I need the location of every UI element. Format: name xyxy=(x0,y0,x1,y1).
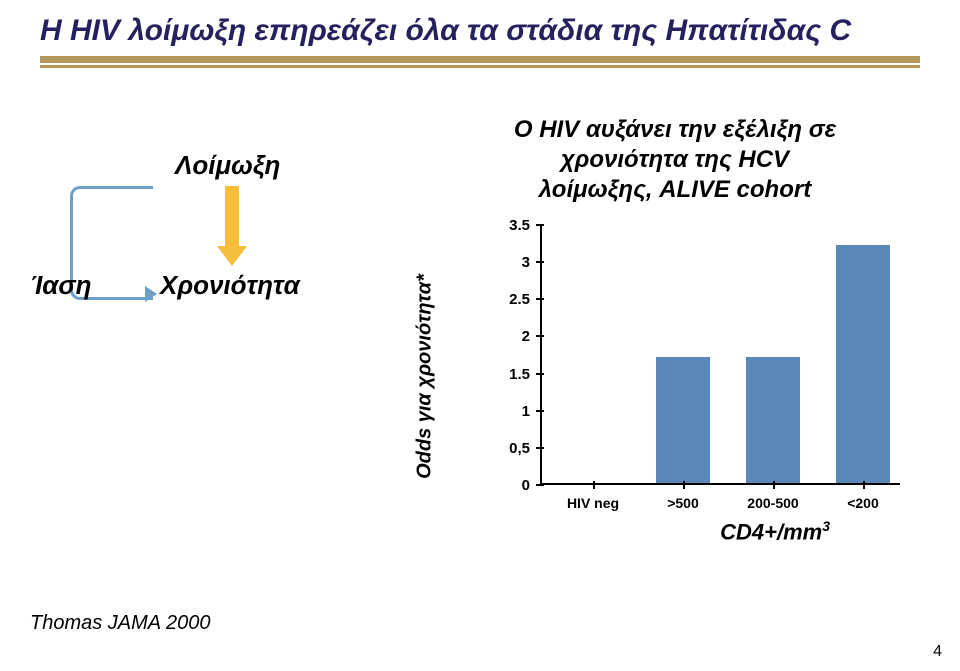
ytick-label: 3.5 xyxy=(494,217,530,234)
chart-xaxis-title: CD4+/mm3 xyxy=(720,518,830,545)
ytick-label: 1.5 xyxy=(494,366,530,383)
concept-diagram: Λοίμωξη Ίαση Χρονιότητα xyxy=(30,140,410,400)
chart-bar xyxy=(566,409,620,483)
chart-bar xyxy=(746,357,800,483)
ytick-label: 0 xyxy=(494,477,530,494)
uturn-arrowhead-icon xyxy=(145,286,157,302)
xtick-label: >500 xyxy=(642,495,724,511)
arrow-down-head-icon xyxy=(217,246,247,266)
ytick-label: 3 xyxy=(494,254,530,271)
page-number: 4 xyxy=(933,643,942,661)
chart-title-line3: λοίμωξης, ALIVE cohort xyxy=(539,176,811,203)
chart-plot-area: 00,511.522.533.5HIV neg>500200-500<200 xyxy=(490,215,900,515)
label-infection: Λοίμωξη xyxy=(175,150,280,181)
ytick-label: 2 xyxy=(494,328,530,345)
chart-title-line1: Ο HIV αυξάνει την εξέλιξη σε xyxy=(514,116,836,143)
ytick-label: 0,5 xyxy=(494,440,530,457)
chart-bar xyxy=(836,245,890,483)
bar-chart: Ο HIV αυξάνει την εξέλιξη σε χρονιότητα … xyxy=(430,115,920,555)
chart-title-line2: χρονιότητα της HCV xyxy=(561,146,789,173)
xtick-label: <200 xyxy=(822,495,904,511)
chart-bar xyxy=(656,357,710,483)
chart-title: Ο HIV αυξάνει την εξέλιξη σε χρονιότητα … xyxy=(430,115,920,205)
citation: Thomas JAMA 2000 xyxy=(30,612,210,635)
ytick-label: 2.5 xyxy=(494,291,530,308)
xtick-label: HIV neg xyxy=(552,495,634,511)
page-title: Η HIV λοίμωξη επηρεάζει όλα τα στάδια τη… xyxy=(40,14,920,48)
arrow-down-shaft xyxy=(225,186,239,246)
slide: Η HIV λοίμωξη επηρεάζει όλα τα στάδια τη… xyxy=(0,0,960,671)
ytick-label: 1 xyxy=(494,403,530,420)
chart-ylabel: Odds για χρονιότητα* xyxy=(414,247,437,507)
label-cure: Ίαση xyxy=(30,270,92,301)
xtick-label: 200-500 xyxy=(732,495,814,511)
title-underline xyxy=(40,56,920,68)
label-chronicity: Χρονιότητα xyxy=(160,270,300,301)
